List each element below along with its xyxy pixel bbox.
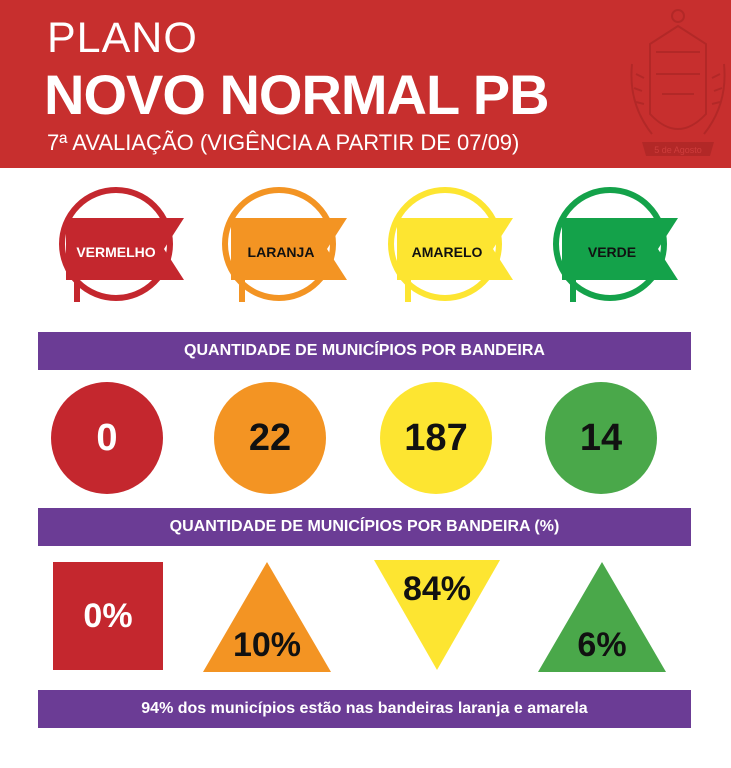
header-subtitle: 7ª AVALIAÇÃO (VIGÊNCIA A PARTIR DE 07/09… <box>47 130 520 155</box>
count-circle-laranja: 22 <box>214 382 326 494</box>
section-band-percent: QUANTIDADE DE MUNICÍPIOS POR BANDEIRA (%… <box>38 508 691 546</box>
footer-summary: 94% dos municípios estão nas bandeiras l… <box>38 690 691 728</box>
flag-label-verde: VERDE <box>587 244 637 260</box>
percent-triangle-amarelo <box>374 560 500 670</box>
count-circle-amarelo: 187 <box>380 382 492 494</box>
seal-ribbon-text: 5 de Agosto <box>654 145 702 155</box>
page-title: NOVO NORMAL PB <box>44 63 550 126</box>
section-band-counts: QUANTIDADE DE MUNICÍPIOS POR BANDEIRA <box>38 332 691 370</box>
flag-badge-verde: VERDE <box>540 186 680 306</box>
percent-label-laranja: 10% <box>232 626 302 664</box>
state-seal-icon: 5 de Agosto <box>630 9 726 156</box>
flag-label-amarelo: AMARELO <box>411 244 483 260</box>
percent-label-verde: 6% <box>577 626 627 664</box>
flag-badge-laranja: LARANJA <box>209 186 349 306</box>
percent-square-vermelho <box>53 562 163 670</box>
flag-label-laranja: LARANJA <box>247 244 315 260</box>
header-banner: PLANO NOVO NORMAL PB 7ª AVALIAÇÃO (VIGÊN… <box>0 0 731 168</box>
flag-label-vermelho: VERMELHO <box>76 244 156 260</box>
percent-label-amarelo: 84% <box>402 570 472 608</box>
count-circle-vermelho: 0 <box>51 382 163 494</box>
percent-label-vermelho: 0% <box>83 597 133 635</box>
percent-triangle-verde <box>538 562 666 672</box>
percent-triangle-laranja <box>203 562 331 672</box>
count-circle-verde: 14 <box>545 382 657 494</box>
header-kicker: PLANO <box>47 14 198 62</box>
flag-badge-vermelho: VERMELHO <box>46 186 186 306</box>
flag-badge-amarelo: AMARELO <box>375 186 515 306</box>
